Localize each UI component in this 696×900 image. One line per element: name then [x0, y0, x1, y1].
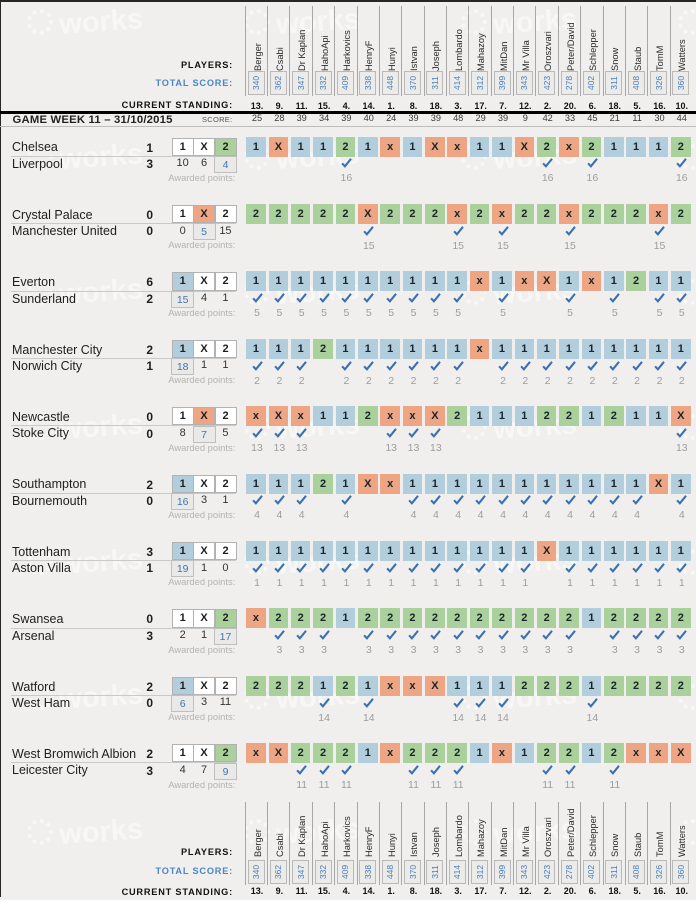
svg-text:works: works [57, 138, 144, 176]
svg-text:works: works [274, 813, 361, 851]
svg-text:works: works [57, 273, 144, 311]
svg-text:works: works [274, 3, 361, 41]
svg-text:works: works [491, 813, 578, 851]
svg-text:works: works [57, 3, 144, 41]
svg-text:works: works [57, 543, 144, 581]
svg-text:works: works [57, 408, 144, 446]
svg-text:works: works [57, 813, 144, 851]
svg-text:works: works [491, 3, 578, 41]
svg-text:works: works [57, 678, 144, 716]
